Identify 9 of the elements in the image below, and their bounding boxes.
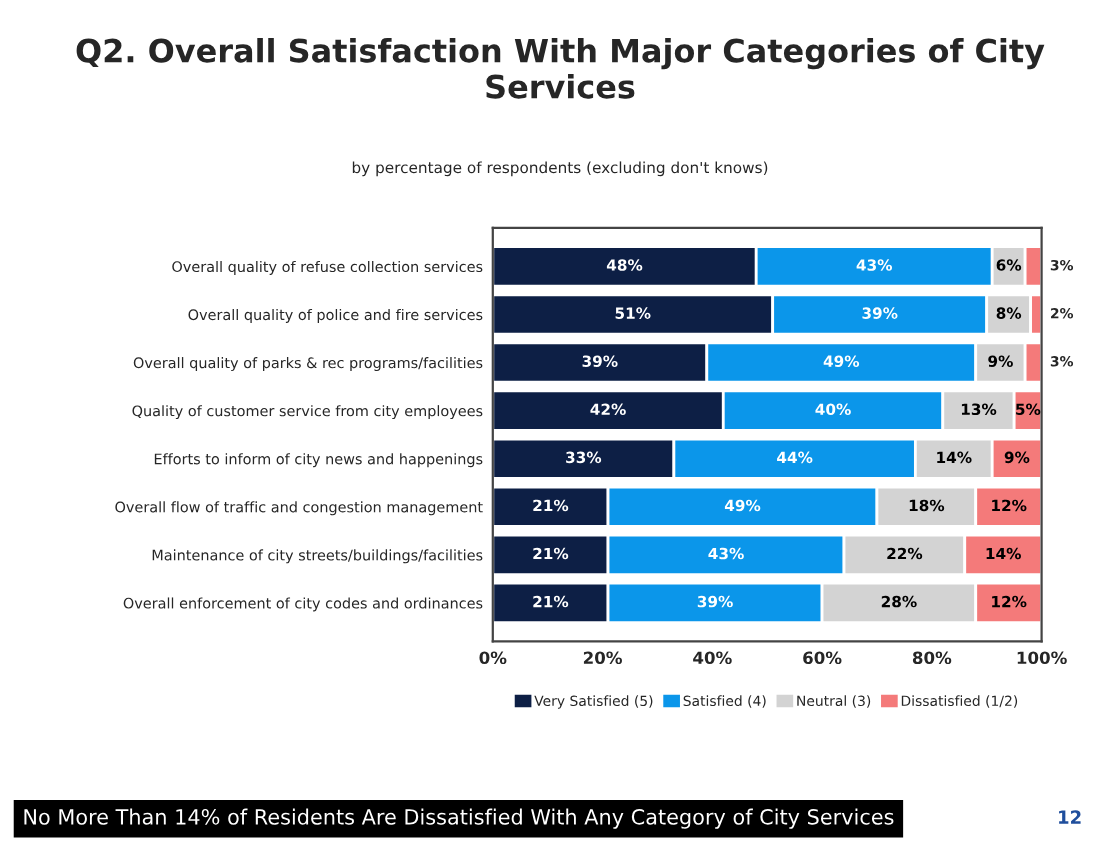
- x-tick-label: 0%: [479, 651, 507, 665]
- chart-title: Q2. Overall Satisfaction With Major Categories of City Services: [76, 37, 1045, 99]
- text: No More Than 14% of Residents Are Dissatisfied With Any Category of City Services: [24, 808, 894, 829]
- x-tick-label: 20%: [583, 651, 622, 665]
- x-tick-label: 60%: [803, 651, 842, 665]
- x-tick-label: 100%: [1017, 651, 1067, 665]
- x-tick-label: 80%: [912, 651, 952, 665]
- x-tick-label: 40%: [693, 651, 732, 665]
- text: 12: [1059, 810, 1081, 824]
